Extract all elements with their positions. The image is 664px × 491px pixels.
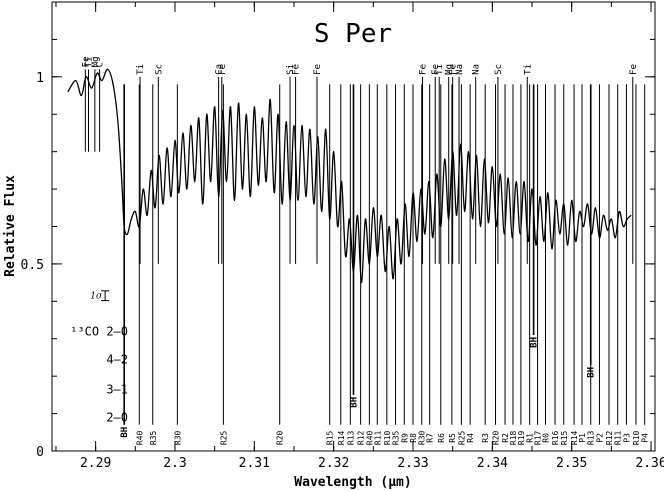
- atomic-line-label: Fe: [218, 64, 228, 75]
- co-band-label: 4–2: [106, 352, 128, 366]
- co-line-label: R0: [542, 433, 551, 443]
- y-axis-label: Relative Flux: [3, 175, 18, 277]
- co-line-label: R11: [614, 430, 623, 445]
- atomic-line-label: Mg: [445, 64, 455, 75]
- co-line-label: R1: [526, 433, 535, 443]
- co-line-label: R18: [509, 430, 518, 445]
- x-tick-label: 2.3: [163, 456, 186, 471]
- atomic-line-label: Na: [472, 64, 482, 75]
- atomic-line-label: Fe: [81, 57, 91, 68]
- atomic-line-label: Na: [455, 64, 465, 75]
- co-line-label: R30: [418, 430, 427, 445]
- atomic-line-label: Ti: [435, 64, 445, 75]
- atomic-line-label: Ti: [136, 64, 146, 75]
- co-line-label: R35: [392, 430, 401, 445]
- y-tick-label: 0: [36, 445, 44, 460]
- co-line-label: R12: [605, 430, 614, 445]
- atomic-line-label: Fe: [449, 64, 459, 75]
- x-tick-label: 2.36: [635, 456, 664, 471]
- co-line-label: P3: [622, 433, 631, 443]
- x-tick-label: 2.32: [318, 456, 349, 471]
- co-line-label: R15: [560, 430, 569, 445]
- sigma-label: 1σ: [90, 292, 103, 302]
- atomic-line-label: Fe: [419, 64, 429, 75]
- co-band-labels: ¹³CO 2–0 4–2 3–1 2–0: [70, 324, 128, 424]
- atomic-line-label: Fe: [431, 64, 441, 75]
- atomic-line-label: Fe: [629, 64, 639, 75]
- co-line-label: R10: [632, 430, 641, 445]
- co-line-label: P1: [578, 433, 587, 443]
- x-tick-label: 2.33: [397, 456, 428, 471]
- co-line-label: R10: [383, 430, 392, 445]
- atomic-line-label: C: [96, 62, 106, 67]
- co-line-label: R35: [149, 430, 158, 445]
- co-band-label: 2–0: [106, 410, 128, 424]
- co-line-label: R13: [346, 430, 355, 445]
- atomic-line-label: Ca: [215, 64, 225, 75]
- x-axis-label: Wavelength (μm): [294, 475, 411, 490]
- atomic-line-label: Fe: [292, 64, 302, 75]
- co-line-label: R17: [534, 430, 543, 445]
- atomic-line-label: Fe: [313, 64, 323, 75]
- atomic-line-label: Sc: [494, 64, 504, 75]
- atomic-line-label: Ti: [84, 57, 94, 68]
- sigma-error-bar: 1σ: [90, 290, 110, 302]
- co-line-label: R14: [337, 430, 346, 445]
- bandhead-label: BH: [120, 427, 130, 438]
- co-line-label: R16: [551, 430, 560, 445]
- co-line-label: R12: [357, 430, 366, 445]
- y-tick-label: 0.5: [21, 258, 44, 273]
- co-line-label: R4: [466, 433, 475, 443]
- co-line-label: R15: [326, 430, 335, 445]
- atomic-line-label: Ti: [523, 64, 533, 75]
- co-line-label: R25: [457, 430, 466, 445]
- x-tick-label: 2.29: [80, 456, 111, 471]
- atomic-line-label: Si: [286, 64, 296, 75]
- co-line-label: R20: [492, 430, 501, 445]
- x-tick-label: 2.35: [556, 456, 587, 471]
- co-line-label: R14: [570, 430, 579, 445]
- x-tick-label: 2.31: [239, 456, 270, 471]
- co-line-label: R11: [373, 430, 382, 445]
- co-line-label: P4: [641, 433, 650, 443]
- co-line-label: R2: [501, 433, 510, 443]
- co-line-label: R40: [135, 430, 144, 445]
- co-line-label: R8: [409, 433, 418, 443]
- co-line-label: R30: [173, 430, 182, 445]
- bandhead-label: BH: [350, 397, 360, 408]
- co-line-label: R5: [448, 433, 457, 443]
- atomic-line-label: Mg: [91, 57, 101, 68]
- atomic-line-label: Sc: [154, 64, 164, 75]
- co-line-label: R20: [276, 430, 285, 445]
- co-band-label: ¹³CO 2–0: [70, 324, 128, 338]
- bandhead-label: BH: [530, 337, 540, 348]
- spectrum-line: [67, 68, 632, 284]
- co-line-label: P2: [595, 433, 604, 443]
- axis-ticks: 2.29 2.3 2.31 2.32 2.33 2.34 2.35 2.36 0 0.5 1: [21, 2, 664, 471]
- y-tick-label: 1: [36, 71, 44, 86]
- co-line-label: R3: [481, 433, 490, 443]
- co-line-label: R6: [437, 433, 446, 443]
- co-line-label: R25: [219, 430, 228, 445]
- co-line-label: R40: [365, 430, 374, 445]
- bandhead-label: BH: [587, 367, 597, 378]
- co-line-label: R19: [517, 430, 526, 445]
- co-line-label: R7: [426, 433, 435, 443]
- x-tick-label: 2.34: [477, 456, 508, 471]
- chart-title: S Per: [314, 19, 392, 49]
- co-band-label: 3–1: [106, 382, 128, 396]
- co-line-label: R13: [587, 430, 596, 445]
- co-line-label: R9: [400, 433, 409, 443]
